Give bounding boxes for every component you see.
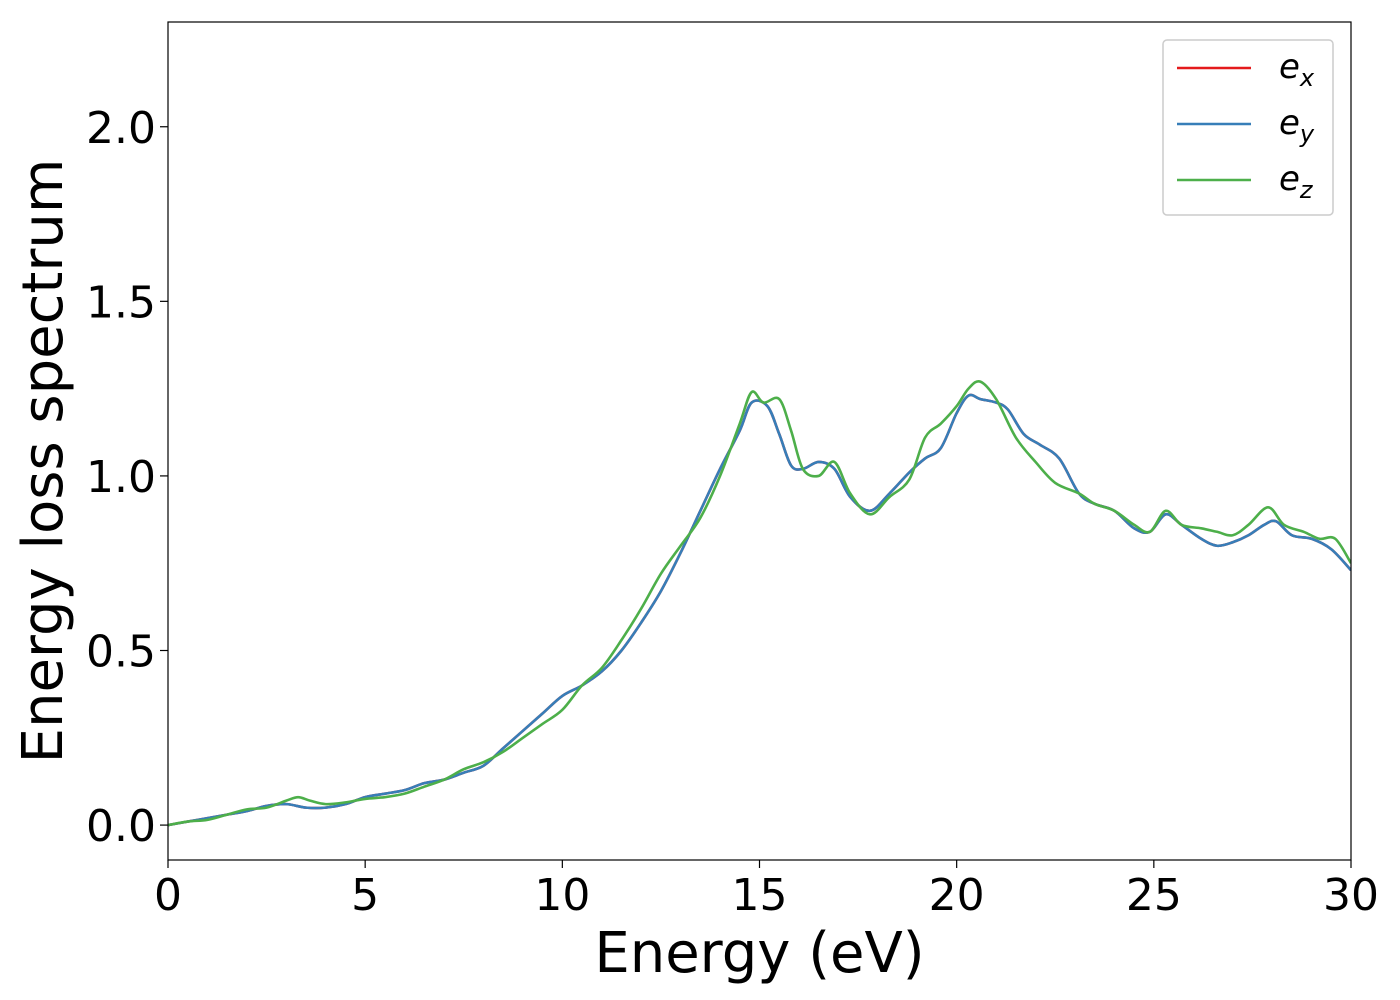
y-tick-label: 2.0 [86,103,156,154]
x-tick-label: 5 [351,870,379,921]
series-line-y [168,393,1351,827]
x-tick-label: 0 [154,870,182,921]
y-tick-label: 0.0 [86,801,156,852]
series-line-x [168,393,1351,827]
legend-item-z: ez [1177,159,1314,204]
series-group [168,379,1351,827]
x-axis-ticks: 0 5 10 15 20 25 30 [154,860,1379,921]
x-tick-label: 30 [1323,870,1379,921]
legend-label: ex [1279,47,1315,92]
legend-items: ex ey ez [1177,47,1315,204]
x-tick-label: 15 [732,870,788,921]
x-tick-label: 10 [534,870,590,921]
legend-label: ey [1279,103,1315,148]
legend: ex ey ez [1162,39,1334,216]
y-tick-label: 1.5 [86,277,156,328]
legend-item-x: ex [1177,47,1315,92]
x-tick-label: 25 [1126,870,1182,921]
legend-item-y: ey [1177,103,1315,148]
y-axis-ticks: 0.0 0.5 1.0 1.5 2.0 [86,103,168,852]
y-tick-label: 0.5 [86,627,156,678]
y-axis-title: Energy loss spectrum [11,159,76,764]
legend-box [1162,39,1334,216]
legend-label: ez [1279,159,1314,204]
y-tick-label: 1.0 [86,452,156,503]
x-tick-label: 20 [929,870,985,921]
x-axis-title: Energy (eV) [594,921,924,986]
series-line-z [168,379,1351,827]
